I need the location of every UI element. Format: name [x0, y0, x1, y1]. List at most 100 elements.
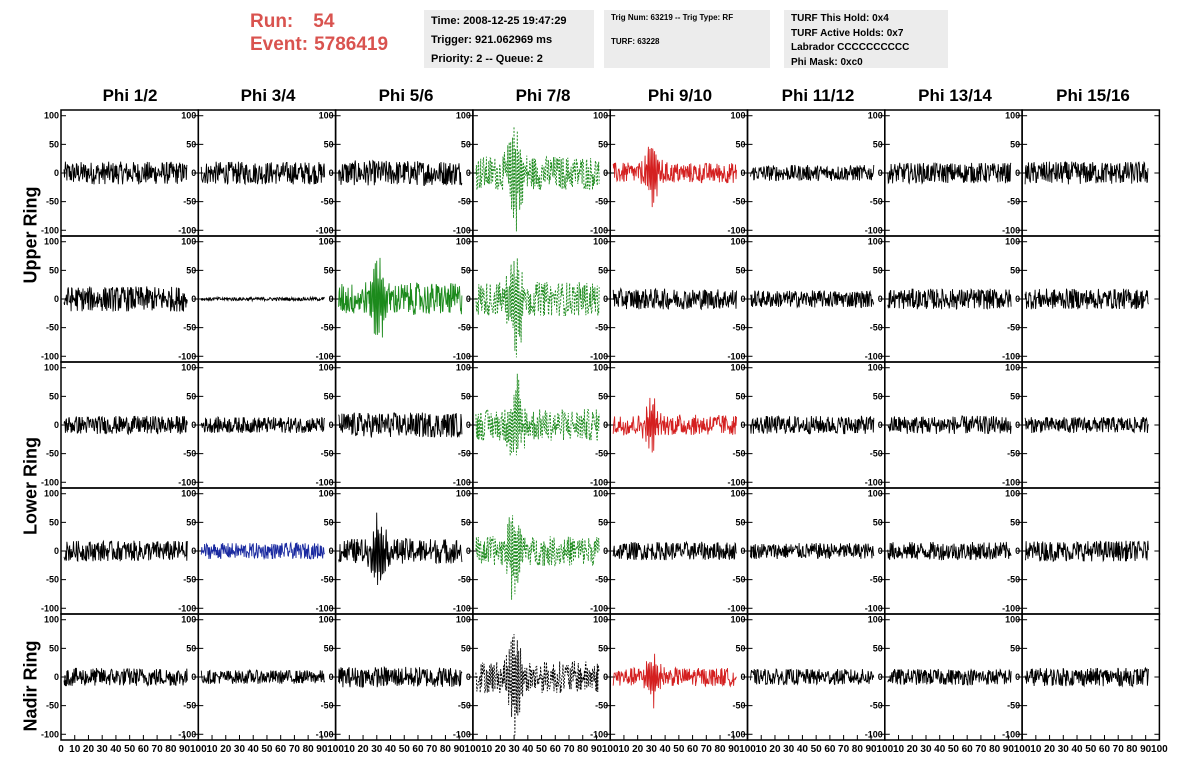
waveform-trace [63, 539, 188, 563]
y-tick-label: 50 [873, 391, 883, 401]
y-tick-label: -100 [727, 477, 745, 487]
y-tick-label: -50 [870, 449, 883, 459]
y-tick-label: -50 [732, 575, 745, 585]
x-tick-label: 20 [83, 744, 95, 755]
y-tick-label: 100 [1005, 363, 1020, 373]
y-tick-label: -50 [1007, 323, 1020, 333]
x-tick-label: 10 [893, 744, 905, 755]
y-tick-label: 50 [598, 643, 608, 653]
y-tick-label: 0 [878, 294, 883, 304]
y-tick-label: -100 [453, 729, 471, 739]
y-tick-label: -100 [1002, 477, 1020, 487]
turf-info-box: TURF This Hold: 0x4 TURF Active Holds: 0… [784, 10, 948, 68]
x-tick-label: 90 [179, 744, 191, 755]
x-tick-label: 20 [220, 744, 232, 755]
y-tick-label: -50 [595, 197, 608, 207]
y-tick-label: 0 [740, 168, 745, 178]
column-header: Phi 13/14 [918, 86, 992, 105]
y-tick-label: 0 [466, 672, 471, 682]
y-tick-label: -50 [1007, 701, 1020, 711]
x-tick-label: 100 [190, 744, 207, 755]
y-tick-label: -50 [321, 449, 334, 459]
y-tick-label: 50 [324, 517, 334, 527]
x-tick-label: 100 [1014, 744, 1031, 755]
y-tick-label: 50 [49, 139, 59, 149]
y-tick-label: -100 [727, 729, 745, 739]
y-tick-label: 0 [329, 672, 334, 682]
y-tick-label: -50 [458, 701, 471, 711]
x-tick-label: 100 [876, 744, 893, 755]
y-tick-label: 100 [1005, 489, 1020, 499]
waveform-trace [338, 412, 463, 438]
turf-active-text: TURF Active Holds: 0x7 [791, 27, 904, 39]
y-tick-label: 50 [186, 265, 196, 275]
y-tick-label: -50 [183, 701, 196, 711]
x-tick-label: 40 [797, 744, 809, 755]
y-tick-label: 100 [1005, 615, 1020, 625]
x-tick-label: 50 [124, 744, 136, 755]
x-tick-label: 70 [563, 744, 575, 755]
y-tick-label: 50 [461, 139, 471, 149]
y-tick-label: -50 [321, 575, 334, 585]
y-tick-label: -50 [595, 701, 608, 711]
y-tick-label: -50 [732, 449, 745, 459]
x-tick-label: 80 [852, 744, 864, 755]
x-tick-label: 90 [454, 744, 466, 755]
y-tick-label: -100 [316, 225, 334, 235]
event-value: 5786419 [314, 34, 389, 55]
y-tick-label: -100 [590, 729, 608, 739]
waveform-trace [750, 542, 875, 560]
waveform-trace [200, 295, 325, 303]
y-tick-label: 100 [456, 111, 471, 121]
y-tick-label: -50 [732, 701, 745, 711]
waveform-trace [1024, 288, 1149, 310]
turf-hold-text: TURF This Hold: 0x4 [791, 13, 889, 24]
x-tick-label: 100 [1151, 744, 1168, 755]
y-tick-label: -100 [178, 729, 196, 739]
event-line: Event: 5786419 [250, 33, 388, 56]
y-tick-label: 0 [466, 546, 471, 556]
y-tick-label: 100 [181, 615, 196, 625]
y-tick-label: 100 [593, 489, 608, 499]
y-tick-label: 50 [324, 391, 334, 401]
y-tick-label: 100 [730, 111, 745, 121]
y-tick-label: -100 [453, 477, 471, 487]
y-tick-label: 50 [1010, 643, 1020, 653]
y-tick-label: 100 [593, 111, 608, 121]
y-tick-label: 100 [730, 363, 745, 373]
y-tick-label: -100 [1002, 729, 1020, 739]
x-tick-label: 90 [1003, 744, 1015, 755]
x-tick-label: 10 [481, 744, 493, 755]
priority-text: Priority: 2 -- Queue: 2 [431, 53, 543, 65]
time-info-box: Time: 2008-12-25 19:47:29 Trigger: 921.0… [424, 10, 594, 68]
x-tick-label: 40 [248, 744, 260, 755]
x-tick-label: 60 [1099, 744, 1111, 755]
x-tick-label: 50 [261, 744, 273, 755]
x-tick-label: 100 [327, 744, 344, 755]
y-tick-label: -100 [590, 351, 608, 361]
trigger-info-box: Trig Num: 63219 -- Trig Type: RF TURF: 6… [604, 10, 770, 68]
y-tick-label: 50 [186, 139, 196, 149]
waveform-trace [612, 287, 737, 311]
turf-num-text: TURF: 63228 [611, 37, 660, 46]
waveform-trace [750, 415, 875, 435]
y-tick-label: -100 [1002, 603, 1020, 613]
y-tick-label: 100 [1005, 111, 1020, 121]
y-tick-label: 100 [319, 489, 334, 499]
y-tick-label: -50 [595, 323, 608, 333]
y-tick-label: -50 [183, 575, 196, 585]
x-tick-label: 60 [138, 744, 150, 755]
y-tick-label: -50 [46, 197, 59, 207]
x-tick-label: 50 [399, 744, 411, 755]
x-tick-label: 10 [206, 744, 218, 755]
run-value: 54 [313, 11, 335, 32]
x-tick-label: 90 [591, 744, 603, 755]
y-tick-label: -100 [178, 603, 196, 613]
y-tick-label: 50 [49, 517, 59, 527]
y-tick-label: -100 [316, 477, 334, 487]
waveform-trace [475, 373, 600, 457]
y-tick-label: 100 [319, 615, 334, 625]
trig-num-text: Trig Num: 63219 -- Trig Type: RF [611, 13, 734, 22]
x-tick-label: 20 [357, 744, 369, 755]
y-tick-label: 100 [593, 363, 608, 373]
